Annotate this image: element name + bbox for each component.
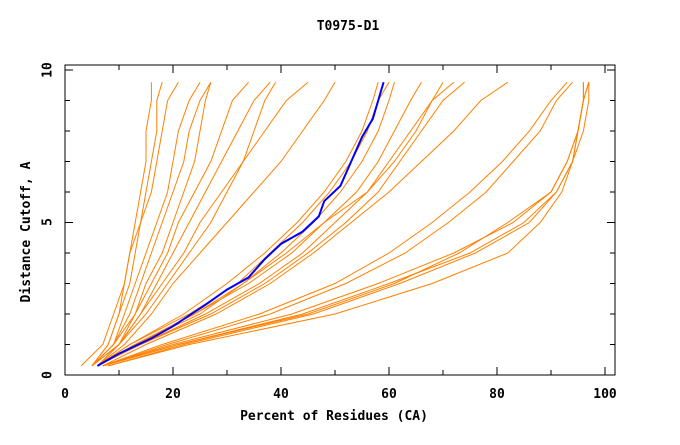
- series-line-4: [91, 81, 201, 367]
- x-tick-label: 40: [273, 387, 289, 402]
- y-tick-label: 0: [41, 371, 56, 379]
- plot-frame: [64, 64, 616, 376]
- series-line-6: [91, 82, 212, 367]
- series-line-3: [80, 81, 179, 367]
- x-tick-label: 60: [381, 387, 397, 402]
- x-tick-label: 0: [61, 387, 69, 402]
- series-line-8: [97, 81, 271, 367]
- series-line-5: [91, 81, 212, 367]
- series-line-17: [97, 81, 465, 367]
- series-line-23: [102, 82, 590, 367]
- y-axis-label: Distance Cutoff, A: [19, 161, 34, 302]
- y-tick-label: 10: [41, 62, 56, 78]
- chart-title: T0975-D1: [317, 19, 380, 34]
- series-line-15: [97, 81, 422, 367]
- series-line-12: [97, 82, 379, 367]
- x-tick-label: 80: [489, 387, 505, 402]
- series-line-26: [102, 82, 584, 367]
- series-line-10: [97, 81, 309, 367]
- series-group: [80, 81, 590, 367]
- series-line-20: [102, 81, 568, 367]
- series-line-9: [91, 81, 277, 367]
- x-axis-label: Percent of Residues (CA): [240, 409, 428, 424]
- series-line-18: [102, 81, 509, 367]
- series-line-1: [91, 82, 152, 367]
- series-line-7: [91, 81, 249, 367]
- axis-ticks: [64, 65, 615, 376]
- series-line-2: [91, 82, 163, 367]
- series-line-21: [102, 81, 573, 367]
- x-tick-label: 20: [165, 387, 181, 402]
- series-line-11: [97, 81, 336, 367]
- series-line-13: [97, 81, 390, 367]
- highlight-series-line: [96, 81, 385, 367]
- y-tick-label: 5: [41, 218, 56, 226]
- series-line-16: [97, 81, 444, 367]
- x-tick-label: 100: [593, 387, 617, 402]
